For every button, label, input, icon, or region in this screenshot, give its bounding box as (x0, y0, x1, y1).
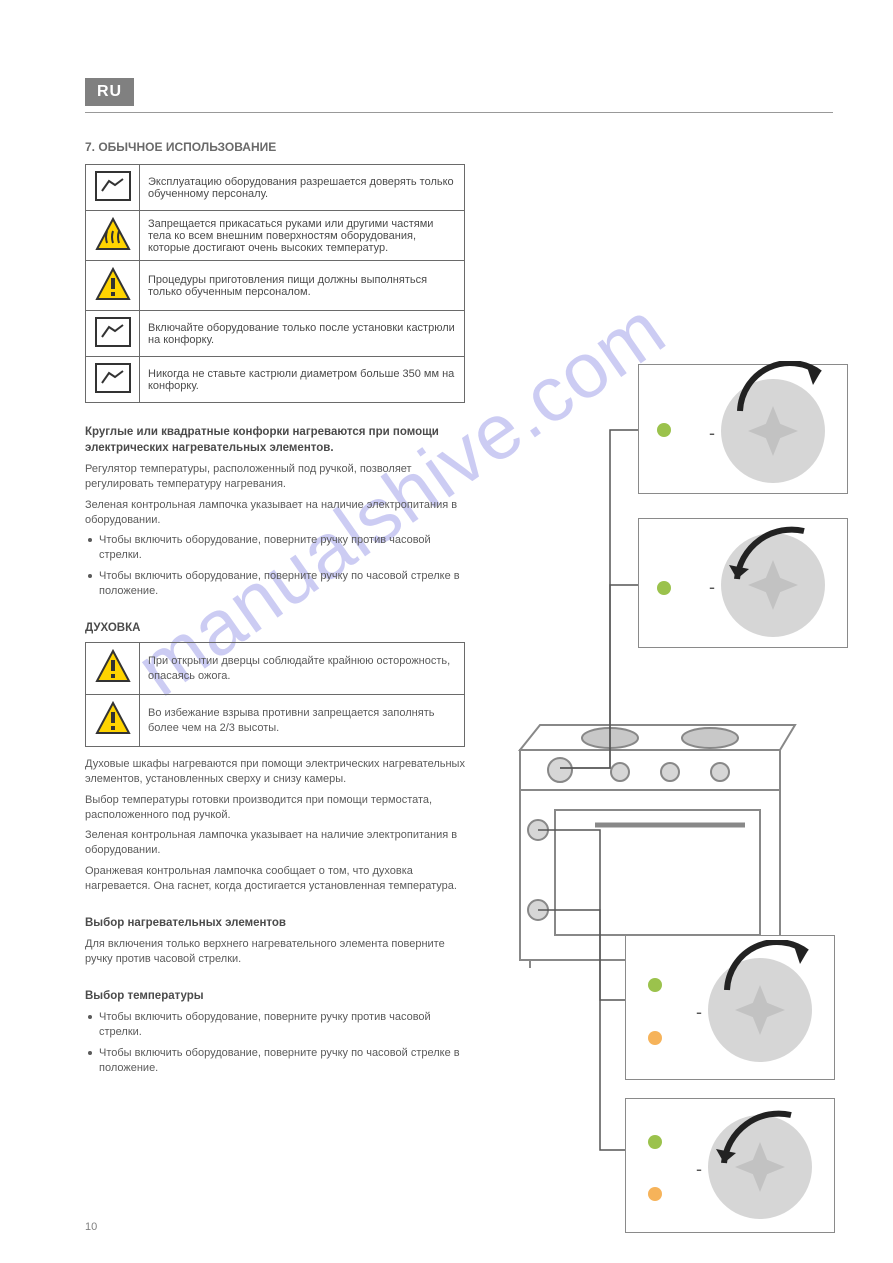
knob-panel-oven-on: - (625, 935, 835, 1080)
warning-triangle-icon (95, 649, 131, 683)
plates-bullet-on: Чтобы включить оборудование, поверните р… (85, 533, 465, 563)
warning-triangle-icon (95, 267, 131, 301)
green-indicator-dot (648, 1135, 662, 1149)
arrow-cw-icon (706, 1105, 806, 1175)
language-badge: RU (85, 78, 134, 106)
dash-marker: - (696, 1002, 702, 1023)
heat-icon-cell (86, 211, 140, 261)
info-icon-cell (86, 357, 140, 403)
plates-block: Круглые или квадратные конфорки нагреваю… (85, 425, 465, 599)
green-indicator-dot (657, 581, 671, 595)
plates-heading: Круглые или квадратные конфорки нагреваю… (85, 425, 465, 456)
oven-p2: Выбор температуры готовки производится п… (85, 793, 465, 823)
dash-marker: - (709, 423, 715, 444)
warning-row-text: Во избежание взрыва противни запрещается… (140, 695, 465, 747)
section-7-title: 7. ОБЫЧНОЕ ИСПОЛЬЗОВАНИЕ (85, 140, 465, 154)
right-illustration: - - - (490, 360, 850, 1180)
warning-row-text: Запрещается прикасаться руками или други… (140, 211, 465, 261)
oven-heading: ДУХОВКА (85, 621, 465, 637)
warning-row-text: Включайте оборудование только после уста… (140, 311, 465, 357)
warn-icon-cell (86, 261, 140, 311)
arrow-ccw-icon (712, 940, 822, 1000)
dash-marker: - (709, 577, 715, 598)
oven-block: ДУХОВКА При открытии дверцы соблюдайте к… (85, 621, 465, 1076)
warning-row-text: Эксплуатацию оборудования разрешается до… (140, 165, 465, 211)
warn-icon-cell (86, 643, 140, 695)
oven-bullet-on: Чтобы включить оборудование, поверните р… (85, 1010, 465, 1040)
knob-panel-oven-off: - (625, 1098, 835, 1233)
oven-select-heading: Выбор нагревательных элементов (85, 916, 465, 932)
warning-triangle-icon (95, 701, 131, 735)
page-header: RU (85, 78, 833, 113)
page-number: 10 (85, 1221, 97, 1233)
arrow-ccw-icon (725, 361, 835, 421)
info-icon-cell (86, 165, 140, 211)
oven-p4: Оранжевая контрольная лампочка сообщает … (85, 864, 465, 894)
orange-indicator-dot (648, 1187, 662, 1201)
orange-indicator-dot (648, 1031, 662, 1045)
arrow-cw-icon (719, 521, 819, 591)
hand-info-icon (95, 317, 131, 347)
warning-row-text: При открытии дверцы соблюдайте крайнюю о… (140, 643, 465, 695)
header-rule (85, 112, 833, 113)
hand-info-icon (95, 363, 131, 393)
plates-p2: Зеленая контрольная лампочка указывает н… (85, 498, 465, 528)
oven-select-text: Для включения только верхнего нагревател… (85, 937, 465, 967)
warn-icon-cell (86, 695, 140, 747)
knob-panel-hob-on: - (638, 364, 848, 494)
warnings-table-1: Эксплуатацию оборудования разрешается до… (85, 164, 465, 403)
green-indicator-dot (648, 978, 662, 992)
oven-p1: Духовые шкафы нагреваются при помощи эле… (85, 757, 465, 787)
left-column: 7. ОБЫЧНОЕ ИСПОЛЬЗОВАНИЕ Эксплуатацию об… (85, 140, 465, 1082)
warnings-table-oven: При открытии дверцы соблюдайте крайнюю о… (85, 642, 465, 747)
warning-row-text: Процедуры приготовления пищи должны выпо… (140, 261, 465, 311)
plates-p1: Регулятор температуры, расположенный под… (85, 462, 465, 492)
dash-marker: - (696, 1159, 702, 1180)
info-icon-cell (86, 311, 140, 357)
oven-temp-heading: Выбор температуры (85, 989, 465, 1005)
oven-bullet-off: Чтобы включить оборудование, поверните р… (85, 1046, 465, 1076)
knob-panel-hob-off: - (638, 518, 848, 648)
hand-info-icon (95, 171, 131, 201)
oven-p3: Зеленая контрольная лампочка указывает н… (85, 828, 465, 858)
warning-row-text: Никогда не ставьте кастрюли диаметром бо… (140, 357, 465, 403)
green-indicator-dot (657, 423, 671, 437)
plates-bullet-off: Чтобы включить оборудование, поверните р… (85, 569, 465, 599)
hot-surface-icon (95, 217, 131, 251)
